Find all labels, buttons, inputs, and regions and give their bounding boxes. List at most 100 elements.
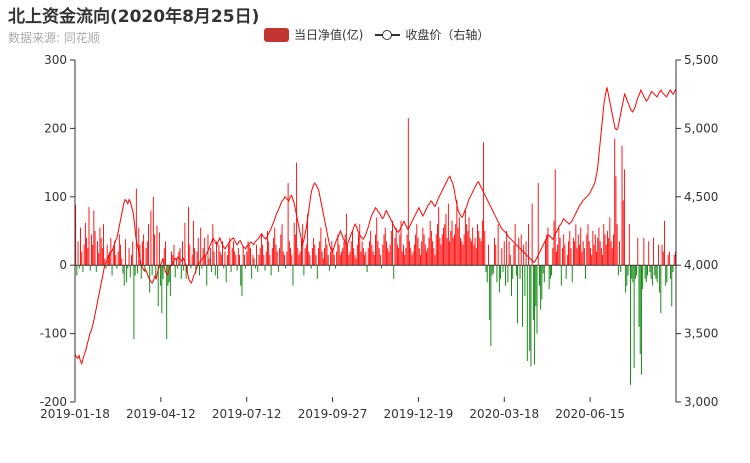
net-flow-bar (86, 237, 88, 266)
legend-item-net-flow[interactable]: 当日净值(亿) (264, 26, 363, 43)
net-flow-bar (87, 248, 89, 266)
net-flow-bar (247, 241, 249, 266)
net-flow-bar (362, 248, 364, 266)
net-flow-bar (285, 265, 287, 269)
net-flow-bar (421, 241, 423, 266)
net-flow-bar (134, 265, 136, 276)
net-flow-bar (519, 265, 521, 279)
net-flow-bar (660, 265, 662, 314)
net-flow-bar (364, 254, 366, 266)
net-flow-bar (208, 258, 210, 266)
net-flow-bar (292, 265, 294, 286)
net-flow-bar (662, 251, 664, 266)
net-flow-bar (604, 234, 606, 266)
net-flow-bar (481, 220, 483, 266)
net-flow-bar (105, 265, 107, 269)
net-flow-bar (654, 265, 656, 276)
net-flow-bar (212, 224, 214, 266)
net-flow-bar (407, 118, 409, 266)
net-flow-bar (219, 251, 221, 266)
net-flow-bar (139, 244, 141, 266)
net-flow-bar (189, 244, 191, 266)
net-flow-bar (631, 265, 633, 279)
net-flow-bar (205, 254, 206, 266)
net-flow-bar (246, 251, 248, 266)
net-flow-bar (432, 241, 434, 266)
net-flow-bar (169, 265, 171, 296)
net-flow-bar (535, 265, 537, 307)
net-flow-bar (637, 237, 639, 266)
net-flow-bar (126, 265, 128, 283)
net-flow-bar (103, 224, 105, 266)
net-flow-bar (494, 237, 495, 266)
net-flow-bar (77, 241, 79, 266)
net-flow-bar (614, 138, 616, 266)
net-flow-bar (127, 265, 129, 269)
net-flow-bar (141, 241, 143, 266)
net-flow-bar (135, 188, 137, 266)
net-flow-bar (237, 248, 239, 266)
net-flow-bar (179, 248, 181, 266)
net-flow-bar (518, 237, 520, 266)
net-flow-bar (608, 237, 610, 266)
net-flow-bar (438, 207, 440, 266)
net-flow-bar (286, 251, 288, 266)
net-flow-bar (394, 237, 396, 266)
net-flow-bar (599, 241, 601, 266)
net-flow-bar (366, 265, 368, 273)
net-flow-bar (591, 254, 593, 266)
net-flow-bar (474, 237, 476, 266)
net-flow-bar (303, 265, 305, 276)
net-flow-bar (583, 248, 585, 266)
net-flow-bar (271, 248, 273, 266)
net-flow-bar (350, 241, 352, 266)
net-flow-bar (95, 265, 97, 273)
net-flow-bar (133, 265, 135, 340)
net-flow-bar (626, 265, 628, 286)
net-flow-bar (347, 244, 349, 266)
net-flow-bar (668, 251, 670, 266)
net-flow-bar (401, 251, 403, 266)
net-flow-bar (428, 237, 430, 266)
net-flow-bar (230, 265, 232, 273)
x-tick-label: 2019-12-19 (384, 407, 454, 421)
net-flow-bar (378, 248, 380, 266)
net-flow-bar (262, 244, 264, 266)
net-flow-bar (308, 251, 310, 266)
net-flow-bar (512, 265, 514, 279)
net-flow-bar (83, 244, 85, 266)
net-flow-bar (270, 265, 272, 276)
net-flow-bar (525, 241, 527, 266)
net-flow-bar (379, 254, 381, 266)
net-flow-bar (175, 258, 177, 266)
net-flow-bar (343, 241, 345, 266)
net-flow-bar (213, 251, 215, 266)
net-flow-bar (146, 241, 148, 266)
net-flow-bar (543, 265, 545, 283)
net-flow-bar (341, 251, 342, 266)
net-flow-bar (180, 265, 182, 279)
net-flow-bar (182, 241, 183, 266)
y-left-tick-label: -100 (40, 327, 67, 341)
net-flow-bar (642, 265, 644, 290)
net-flow-bar (372, 251, 374, 266)
net-flow-bar (242, 246, 244, 266)
net-flow-bar (161, 265, 163, 314)
chart-subtitle: 数据来源: 同花顺 (8, 31, 100, 45)
net-flow-bar (233, 241, 234, 266)
close-price-line (74, 87, 677, 366)
y-right-tick-label: 3,000 (684, 395, 718, 409)
net-flow-bar (171, 251, 172, 266)
net-flow-bar (411, 254, 413, 266)
legend-item-close-price[interactable]: 收盘价（右轴） (375, 26, 489, 43)
net-flow-bar (316, 265, 318, 279)
net-flow-bar (665, 265, 667, 286)
net-flow-bar (349, 251, 351, 266)
net-flow-bar (122, 265, 124, 274)
net-flow-bar (468, 217, 470, 266)
net-flow-bar (384, 227, 386, 266)
net-flow-bar (344, 234, 346, 266)
net-flow-bar (619, 241, 621, 266)
net-flow-bar (199, 265, 200, 276)
net-flow-bar (154, 234, 155, 266)
